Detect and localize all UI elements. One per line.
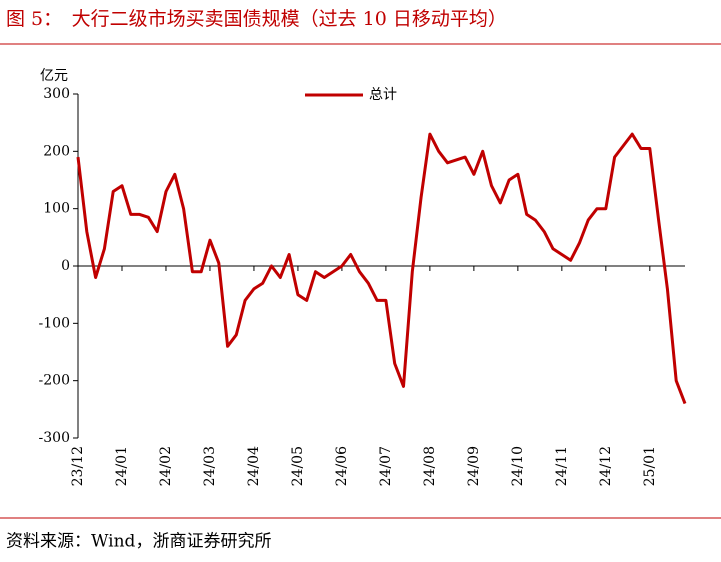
y-unit: 亿元: [40, 68, 68, 84]
x-tick-label: 24/10: [510, 446, 526, 486]
y-tick-label: -200: [39, 373, 70, 389]
x-tick-label: 24/09: [466, 446, 482, 486]
x-tick-label: 24/02: [158, 446, 174, 486]
legend-label: 总计: [369, 87, 397, 103]
source: 资料来源：Wind，浙商证券研究所: [6, 532, 271, 552]
y-tick-label: -100: [39, 315, 70, 331]
y-tick-label: 200: [43, 143, 70, 159]
x-tick-label: 24/08: [422, 446, 438, 486]
x-tick-label: 24/06: [334, 446, 350, 486]
x-tick-label: 24/05: [290, 446, 306, 486]
x-tick-label: 24/11: [554, 446, 570, 486]
series-line: [76, 132, 687, 405]
x-tick-label: 25/01: [642, 446, 658, 486]
x-tick-label: 24/04: [246, 446, 262, 486]
x-tick-label: 23/12: [70, 446, 86, 486]
y-tick-label: -300: [39, 430, 70, 446]
x-tick-label: 24/03: [202, 446, 218, 486]
x-tick-label: 24/12: [598, 446, 614, 486]
chart-title: 图 5： 大行二级市场买卖国债规模（过去 10 日移动平均）: [6, 8, 507, 30]
y-tick-label: 0: [61, 258, 70, 274]
x-tick-label: 24/01: [114, 446, 130, 486]
y-tick-label: 300: [43, 86, 70, 102]
y-tick-label: 100: [43, 201, 70, 217]
x-tick-label: 24/07: [378, 446, 394, 486]
